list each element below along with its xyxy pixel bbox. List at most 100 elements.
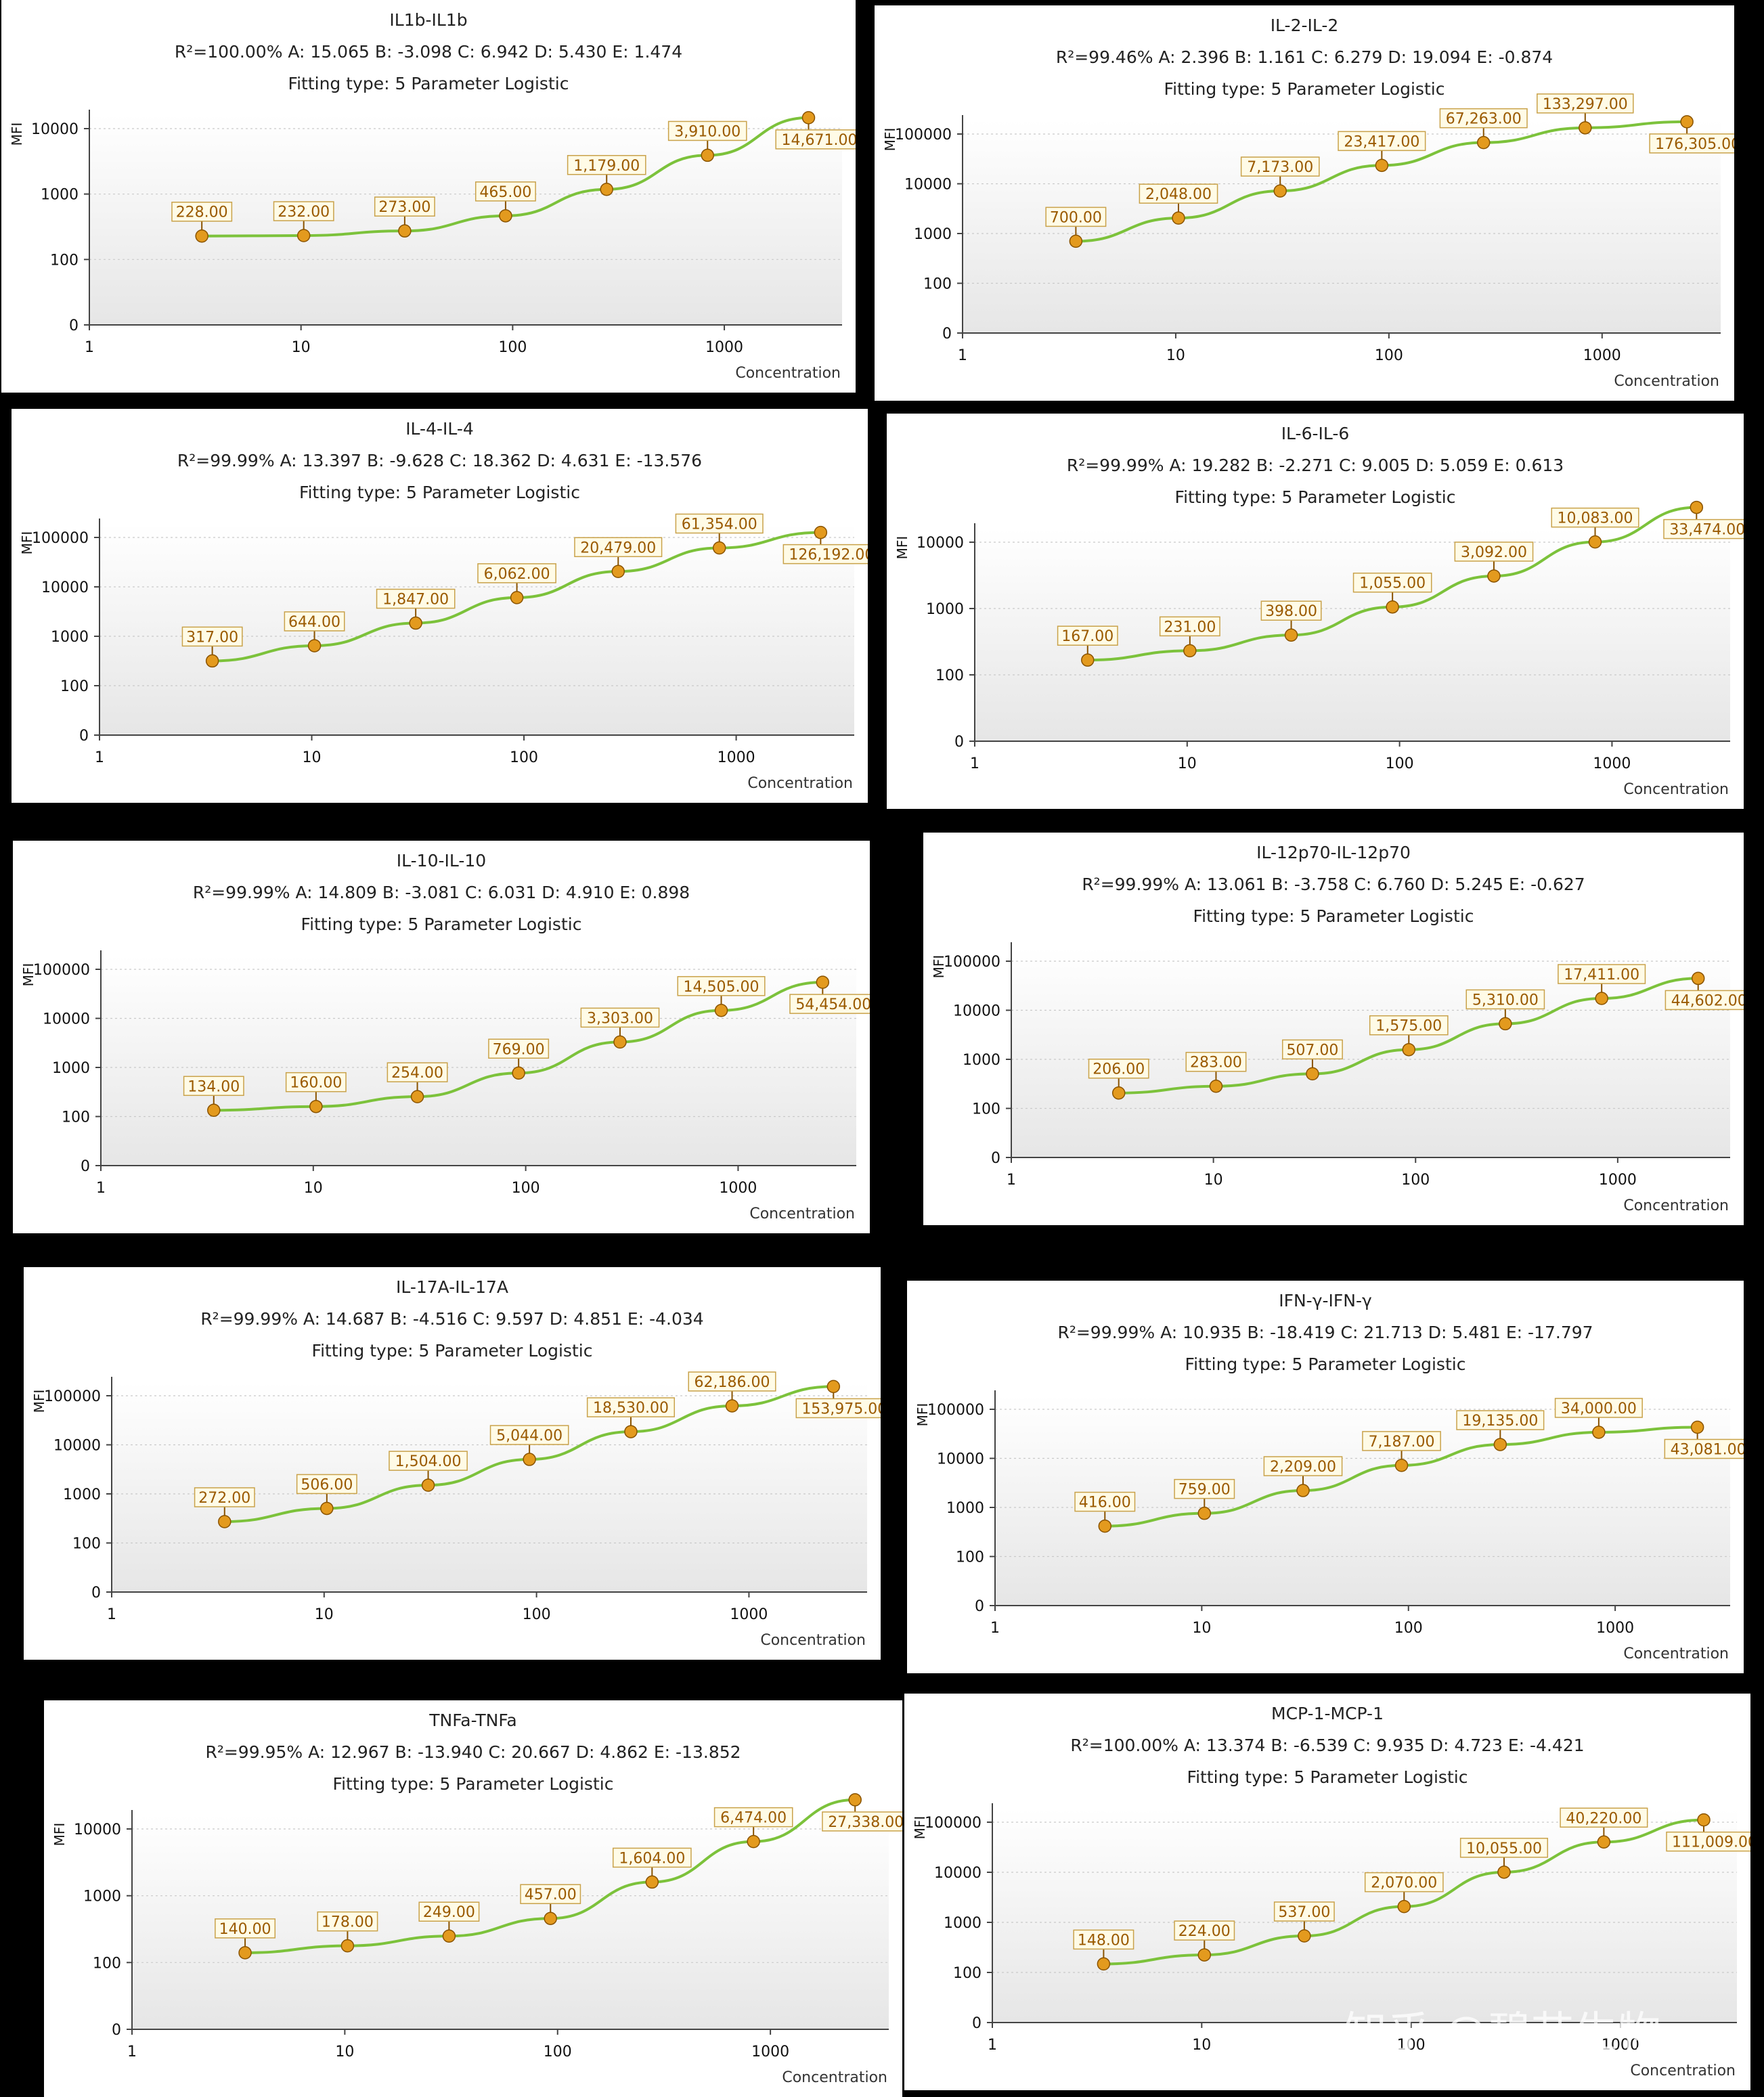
data-label-box (374, 196, 435, 217)
data-label: 134.00 (188, 1078, 240, 1095)
y-tick-label: 10000 (917, 535, 964, 552)
fit-parameters: R²=99.99% A: 19.282 B: -2.271 C: 9.005 D… (1067, 456, 1564, 475)
x-tick-label: 10 (1178, 755, 1197, 772)
data-label-box (1554, 1398, 1643, 1418)
x-tick-label: 100 (510, 749, 538, 766)
data-label-box (1174, 1920, 1235, 1941)
chart-panel: IFN-γ-IFN-γ R²=99.99% A: 10.935 B: -18.41… (907, 1281, 1744, 1673)
fitting-type: Fitting type: 5 Parameter Logistic (1164, 79, 1445, 99)
watermark: 知乎 @碧芯生物 (1344, 2008, 1661, 2058)
data-label: 148.00 (1078, 1932, 1130, 1949)
data-label-box (782, 544, 868, 565)
chart-title: MCP-1-MCP-1 (1271, 1704, 1384, 1723)
y-tick-label: 100 (972, 1101, 1000, 1118)
x-tick-label: 1000 (751, 2044, 789, 2060)
x-tick-label: 1000 (1593, 755, 1631, 772)
data-point (1680, 115, 1694, 129)
y-tick-label: 0 (69, 317, 79, 334)
data-label: 62,186.00 (694, 1374, 770, 1391)
data-point (307, 639, 322, 653)
data-label: 224.00 (1178, 1923, 1231, 1940)
data-label-box (822, 1811, 902, 1832)
data-label: 27,338.00 (828, 1814, 902, 1831)
data-label-box (1263, 1456, 1343, 1476)
x-axis-label: Concentration (782, 2069, 887, 2086)
data-point (205, 654, 219, 668)
chart-svg: TNFa-TNFa R²=99.95% A: 12.967 B: -13.940 … (51, 1710, 902, 2086)
data-label-box (1465, 989, 1545, 1010)
data-label: 507.00 (1286, 1042, 1338, 1059)
chart-panel: IL-4-IL-4 R²=99.99% A: 13.397 B: -9.628 C… (12, 409, 868, 803)
chart-svg: IL-10-IL-10 R²=99.99% A: 14.809 B: -3.081… (20, 851, 870, 1222)
y-tick-label: 0 (972, 2015, 982, 2032)
data-point (340, 1939, 355, 1953)
data-label: 61,354.00 (682, 516, 757, 533)
data-label-box (1074, 1491, 1136, 1512)
data-point (701, 148, 714, 162)
data-point (409, 616, 422, 630)
data-point (1209, 1079, 1223, 1093)
y-tick-label: 1000 (63, 1486, 101, 1503)
data-point (1493, 1438, 1507, 1451)
x-tick-label: 100 (1394, 1620, 1423, 1637)
data-label-box (677, 976, 766, 996)
x-axis-label: Concentration (1623, 781, 1729, 798)
data-label: 537.00 (1278, 1904, 1330, 1921)
data-label-box (376, 588, 456, 609)
data-label: 1,179.00 (573, 158, 640, 175)
data-label-box (1664, 1438, 1744, 1459)
data-label-box (612, 1847, 692, 1868)
fitting-type: Fitting type: 5 Parameter Logistic (1187, 1767, 1468, 1787)
data-label: 1,055.00 (1359, 575, 1426, 592)
y-tick-label: 100000 (44, 1388, 101, 1405)
y-tick-label: 10000 (31, 121, 79, 138)
data-label-box (1456, 1410, 1545, 1430)
x-tick-label: 10 (303, 749, 322, 766)
chart-svg: IL-6-IL-6 R²=99.99% A: 19.282 B: -2.271 C… (894, 424, 1744, 798)
data-label-box (1551, 507, 1639, 528)
data-label: 1,504.00 (395, 1453, 462, 1470)
data-label-box (1273, 1901, 1335, 1922)
x-tick-label: 10 (335, 2044, 354, 2060)
y-tick-label: 100000 (925, 1815, 982, 1832)
x-axis-label: Concentration (735, 365, 841, 382)
data-label-box (667, 120, 747, 141)
fitting-type: Fitting type: 5 Parameter Logistic (1193, 906, 1474, 926)
data-point (1386, 600, 1399, 614)
y-tick-label: 1000 (914, 226, 952, 243)
data-label: 1,575.00 (1375, 1018, 1442, 1035)
data-label: 167.00 (1061, 628, 1113, 645)
data-label-box (1459, 1838, 1549, 1858)
data-label-box (567, 155, 646, 175)
y-tick-label: 100000 (944, 954, 1000, 971)
data-label: 6,474.00 (720, 1810, 787, 1827)
data-point (1402, 1042, 1416, 1057)
data-label: 7,173.00 (1247, 159, 1313, 176)
data-label: 3,910.00 (674, 123, 741, 140)
data-label: 5,310.00 (1472, 992, 1539, 1009)
data-point (1691, 971, 1705, 986)
y-tick-label: 100 (50, 252, 79, 269)
x-axis-label: Concentration (760, 1632, 866, 1649)
data-point (747, 1834, 760, 1849)
y-tick-label: 1000 (944, 1915, 982, 1932)
data-point (512, 1066, 525, 1080)
data-label: 1,604.00 (619, 1850, 685, 1867)
x-tick-label: 1000 (1596, 1620, 1634, 1637)
data-label: 206.00 (1093, 1061, 1145, 1078)
fit-parameters: R²=99.99% A: 13.397 B: -9.628 C: 18.362 … (177, 451, 702, 470)
data-label: 5,044.00 (496, 1428, 563, 1444)
data-label: 3,092.00 (1461, 544, 1527, 561)
data-label-box (1260, 600, 1322, 621)
x-tick-label: 100 (1375, 347, 1403, 364)
data-label: 769.00 (493, 1041, 545, 1058)
y-tick-label: 0 (942, 326, 952, 343)
data-label-box (1240, 156, 1320, 177)
x-tick-label: 1000 (719, 1180, 757, 1197)
x-tick-label: 100 (544, 2044, 572, 2060)
x-tick-label: 10 (292, 339, 311, 356)
chart-panel: IL-6-IL-6 R²=99.99% A: 19.282 B: -2.271 C… (887, 414, 1744, 809)
y-tick-label: 10000 (43, 1011, 90, 1028)
y-axis-label: MFI (51, 1823, 68, 1847)
data-label: 231.00 (1164, 619, 1216, 636)
